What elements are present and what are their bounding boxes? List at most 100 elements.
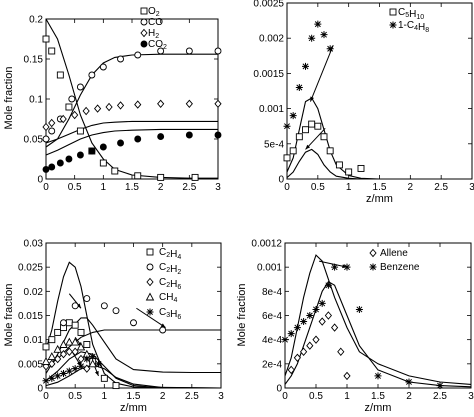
legend-marker — [369, 263, 377, 271]
data-point — [326, 45, 334, 53]
x-tick-label: 2.5 — [433, 391, 447, 402]
x-tick-label: 3 — [468, 391, 474, 402]
data-point — [112, 307, 120, 315]
y-tick-label: 0.01 — [24, 335, 44, 346]
data-point — [214, 131, 222, 139]
annotation-arrowhead — [160, 323, 166, 328]
y-tick-label: 0.05 — [24, 135, 44, 146]
model-curve — [45, 53, 218, 148]
y-tick-label: 0.15 — [24, 55, 44, 66]
data-point — [99, 63, 107, 71]
legend-marker — [140, 7, 148, 15]
data-point — [77, 328, 85, 336]
data-point — [134, 172, 142, 180]
data-point — [157, 47, 165, 55]
data-point — [65, 103, 73, 111]
data-point — [100, 374, 108, 382]
data-point — [117, 139, 124, 147]
legend-marker — [146, 248, 154, 256]
y-tick-label: 0.0025 — [253, 0, 284, 10]
data-point — [60, 370, 67, 377]
y-tick-label: 0.001 — [257, 263, 282, 274]
legend-entry: C2H4 — [159, 247, 181, 261]
data-point — [300, 318, 308, 326]
y-tick-label: 0.1 — [29, 95, 43, 106]
data-point — [42, 165, 50, 173]
data-point — [405, 378, 413, 386]
y-tick-label: 0.001 — [259, 104, 284, 115]
model-curve — [45, 120, 218, 144]
data-point — [283, 154, 291, 162]
data-point — [287, 330, 295, 338]
data-point — [130, 319, 137, 327]
y-tick-label: 0.0012 — [251, 239, 282, 250]
legend-entry: CO2 — [148, 39, 167, 51]
data-point — [53, 344, 62, 353]
data-point — [293, 324, 301, 332]
legend-entry: O2 — [148, 6, 160, 18]
data-point — [134, 135, 142, 143]
data-point — [65, 347, 73, 356]
x-tick-label: 1 — [344, 391, 350, 402]
chart-panel-top-right: 0 0.5 1 1.5 2 2.5 3 0 5e-4 0.001 0.0015 0.002 0.0025… — [253, 0, 474, 205]
data-point — [314, 122, 322, 130]
data-point — [306, 312, 314, 319]
data-point — [345, 168, 353, 176]
data-point — [83, 295, 91, 303]
x-tick-label: 0.5 — [68, 391, 82, 402]
data-point — [318, 299, 326, 307]
x-tick-label: 2 — [158, 182, 164, 193]
y-tick-label: 0 — [278, 175, 284, 186]
data-point — [287, 365, 295, 375]
x-tick-label: 2.5 — [185, 391, 199, 402]
data-point — [56, 71, 64, 79]
x-tick-label: 1.5 — [373, 182, 387, 193]
data-point — [324, 281, 332, 289]
data-point — [320, 133, 328, 141]
x-axis-label: z/mm — [120, 402, 147, 414]
data-point — [357, 164, 365, 172]
data-point — [59, 349, 68, 359]
x-tick-label: 1 — [102, 391, 108, 402]
data-point — [65, 155, 73, 163]
data-point — [48, 336, 56, 344]
chart-panel-bottom-left: 0 0.5 1 1.5 2 2.5 3 0 0.005 0.01 0.015 0.02 0.025 0.0… — [3, 239, 224, 415]
data-point — [42, 122, 50, 132]
legend-marker — [140, 18, 148, 26]
model-curve — [284, 254, 472, 385]
data-point — [83, 341, 91, 348]
data-point — [331, 263, 339, 271]
model-curve — [45, 351, 221, 389]
data-point — [59, 340, 68, 348]
data-point — [374, 372, 382, 380]
x-axis-label: z/mm — [366, 193, 393, 205]
data-point — [65, 337, 74, 346]
x-tick-label: 2 — [160, 391, 166, 402]
y-tick-label: 0.025 — [18, 263, 43, 274]
data-point — [71, 321, 79, 329]
model-curve — [45, 317, 221, 374]
data-point — [88, 359, 97, 368]
data-point — [76, 127, 84, 135]
data-point — [281, 336, 289, 344]
data-point — [214, 47, 222, 55]
data-point — [295, 83, 303, 91]
legend-marker — [140, 28, 148, 38]
data-point — [302, 62, 309, 70]
data-point — [157, 133, 165, 141]
data-point — [308, 34, 316, 42]
data-point — [117, 55, 124, 63]
data-point — [71, 110, 79, 120]
x-tick-label: 0.5 — [309, 391, 323, 402]
x-tick-label: 0 — [43, 391, 49, 402]
x-tick-label: 1.5 — [127, 391, 141, 402]
data-point — [54, 328, 62, 336]
data-point — [41, 356, 51, 365]
data-point — [48, 118, 56, 128]
y-tick-label: 2e-4 — [262, 359, 282, 370]
y-axis-label: Mole fraction — [3, 284, 15, 347]
annotation-arrow — [318, 260, 348, 268]
x-tick-label: 2 — [406, 391, 412, 402]
annotation-arrowhead — [305, 144, 311, 150]
annotation-arrow — [309, 45, 334, 102]
